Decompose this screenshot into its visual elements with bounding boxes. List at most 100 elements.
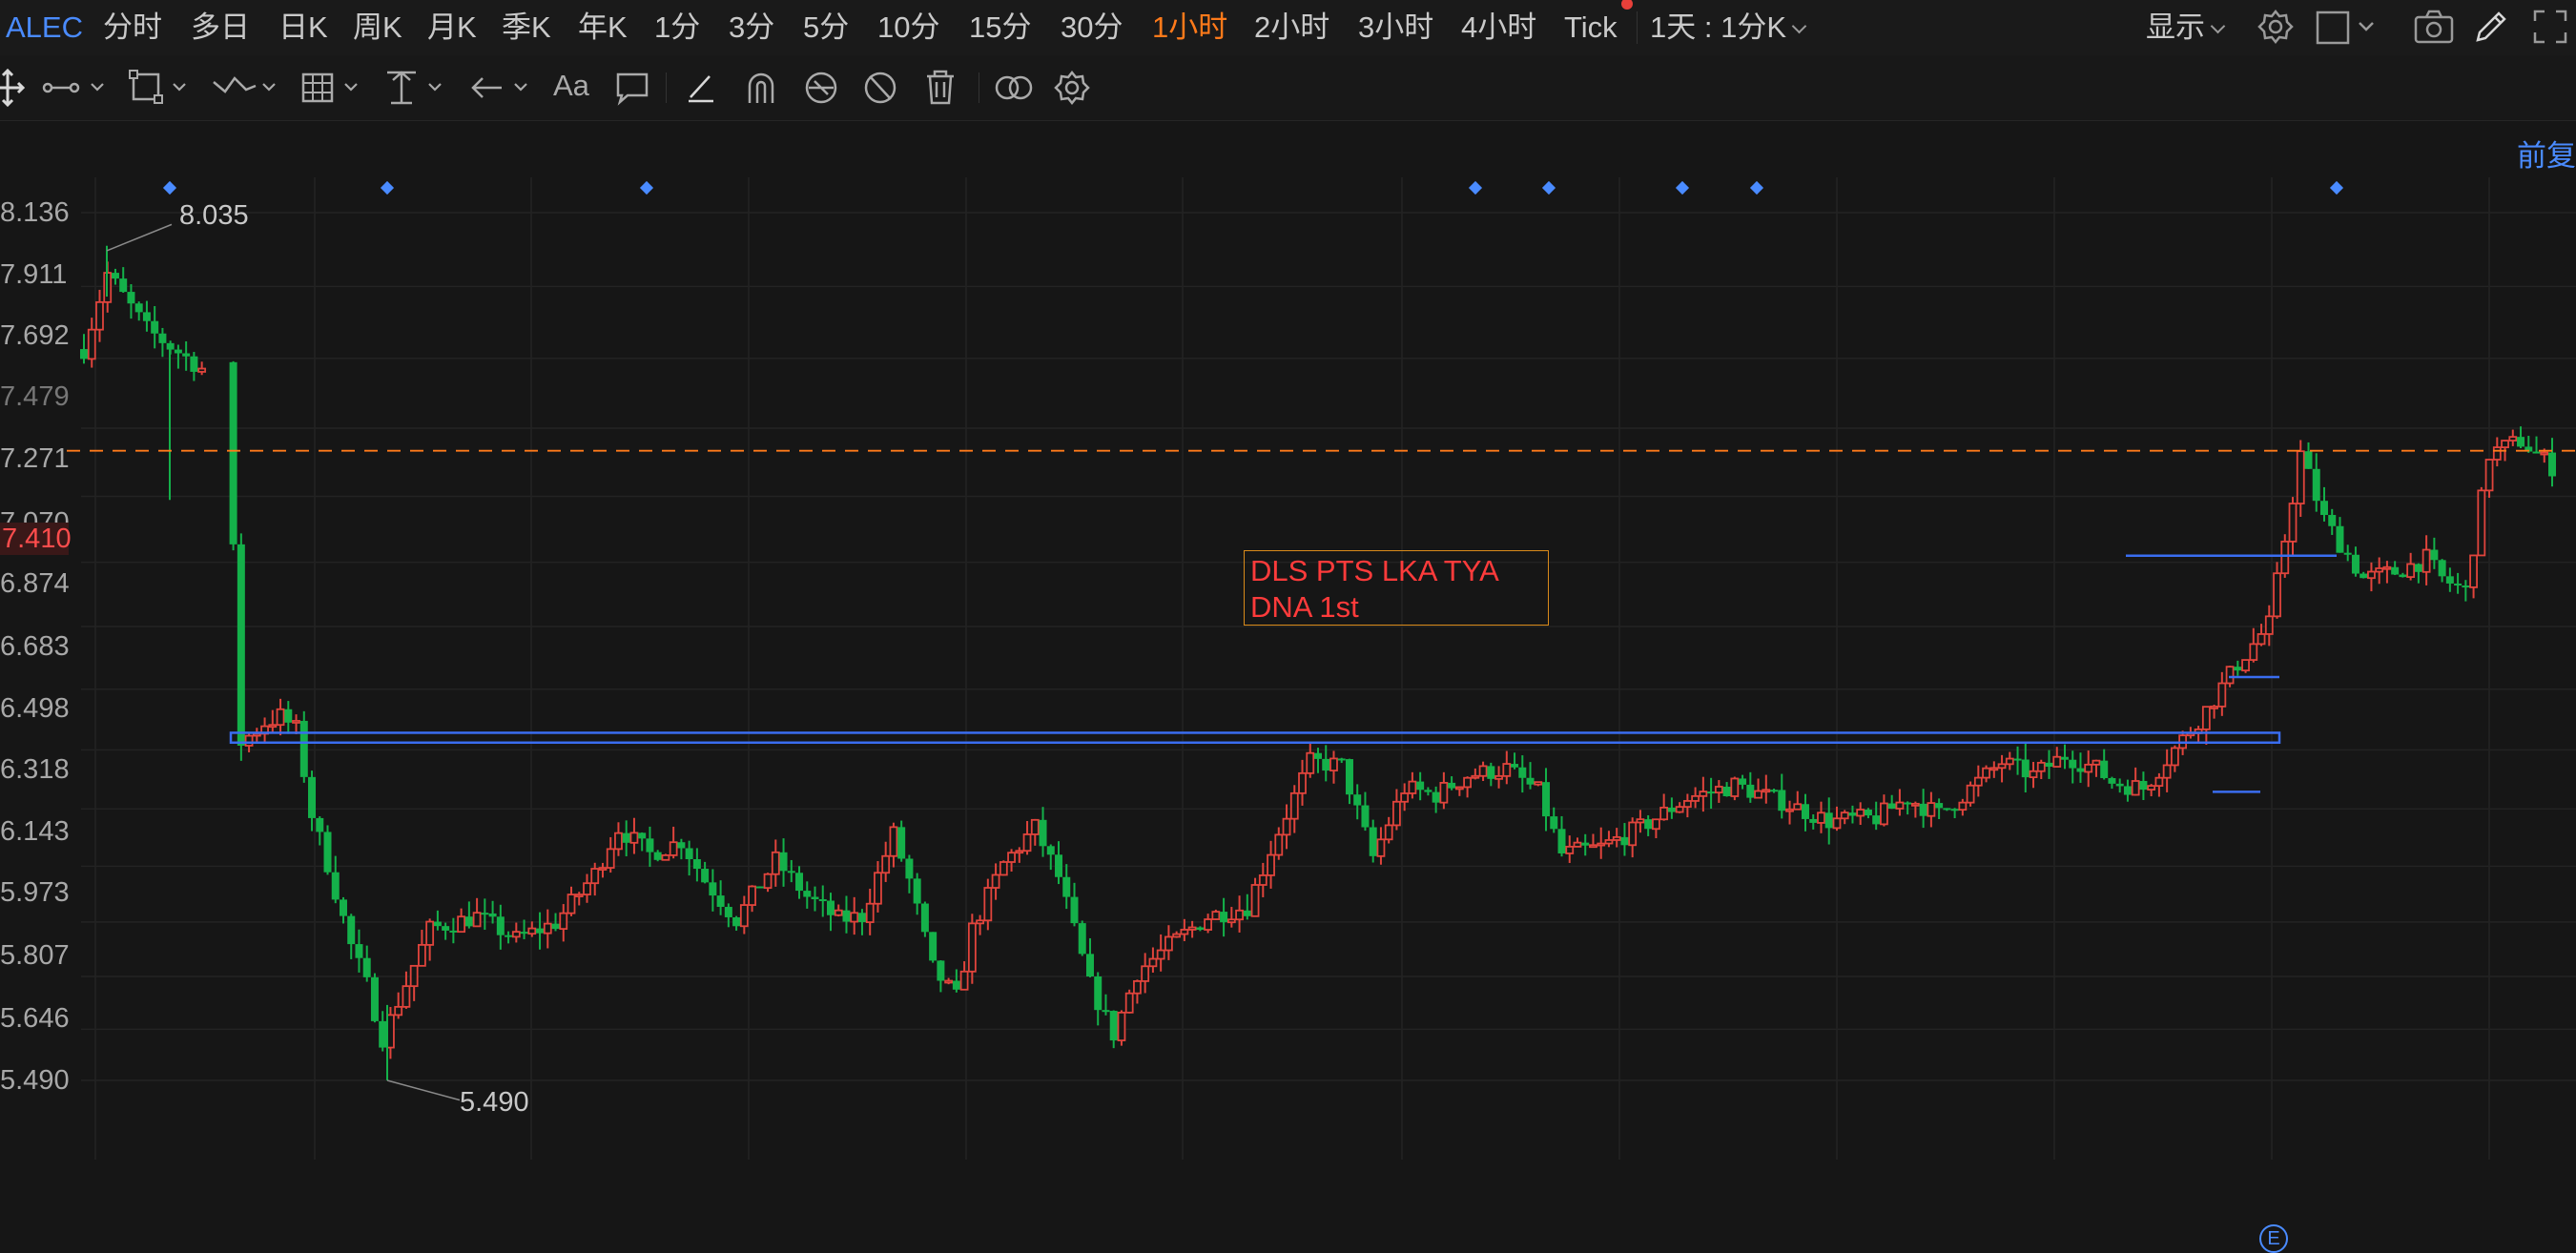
candle-body bbox=[2257, 633, 2266, 646]
chart-canvas[interactable] bbox=[0, 120, 2576, 1160]
tab-2hour[interactable]: 2小时 bbox=[1254, 10, 1330, 44]
candlestick-chart[interactable]: 前复 8.136 7.911 7.692 7.479 7.271 7.070 6… bbox=[0, 120, 2576, 1253]
tab-1hour[interactable]: 1小时 bbox=[1152, 10, 1228, 44]
candle-body bbox=[1612, 835, 1621, 841]
wave-tool-icon[interactable] bbox=[212, 67, 284, 109]
candle-body bbox=[1164, 935, 1173, 952]
candle-body bbox=[1675, 806, 1684, 813]
candle-body bbox=[763, 873, 773, 890]
candle-body bbox=[1124, 992, 1134, 1014]
candle-body bbox=[1289, 791, 1299, 820]
y-axis-label: 7.692 bbox=[0, 320, 70, 351]
candle-body bbox=[2492, 446, 2502, 461]
candle-body bbox=[142, 312, 151, 321]
tab-3min[interactable]: 3分 bbox=[729, 10, 775, 44]
lock-drawing-icon[interactable] bbox=[801, 67, 841, 109]
candle-body bbox=[1895, 801, 1905, 810]
chart-settings-icon[interactable] bbox=[2257, 8, 2295, 50]
symbol-label[interactable]: ALEC bbox=[6, 10, 83, 44]
candle-body bbox=[583, 882, 591, 895]
candle-body bbox=[1180, 929, 1189, 935]
candle-body bbox=[1156, 949, 1165, 960]
candle-body bbox=[2123, 786, 2132, 795]
tab-timeshare[interactable]: 分时 bbox=[103, 10, 162, 44]
move-icon[interactable] bbox=[0, 67, 27, 109]
event-badge[interactable]: E bbox=[2259, 1224, 2288, 1253]
tab-daily[interactable]: 日K bbox=[278, 10, 328, 44]
candle-body bbox=[1078, 923, 1086, 955]
candle-body bbox=[614, 832, 623, 851]
candle-body bbox=[2524, 446, 2533, 452]
y-axis-label: 5.807 bbox=[0, 940, 70, 971]
adjust-mode-button[interactable]: 前复 bbox=[2517, 139, 2576, 173]
candle-body bbox=[1102, 1010, 1110, 1013]
candle-body bbox=[1235, 909, 1244, 921]
fullscreen-icon[interactable] bbox=[2531, 8, 2569, 50]
candle-body bbox=[1667, 807, 1676, 812]
candle-body bbox=[1274, 833, 1284, 856]
text-tool-icon[interactable]: Aa bbox=[553, 69, 589, 102]
candle-body bbox=[937, 960, 945, 981]
candle-body bbox=[787, 871, 795, 873]
tab-1min[interactable]: 1分 bbox=[654, 10, 701, 44]
candle-body bbox=[1722, 786, 1731, 796]
layout-icon[interactable] bbox=[2316, 10, 2382, 51]
y-axis-label: 8.136 bbox=[0, 197, 70, 228]
tab-weekly[interactable]: 周K bbox=[353, 10, 402, 44]
candle-body bbox=[268, 724, 278, 729]
candle-body bbox=[237, 544, 245, 746]
line-tool-icon[interactable] bbox=[42, 67, 109, 109]
camera-icon[interactable] bbox=[2413, 8, 2455, 50]
candle-body bbox=[1306, 751, 1315, 774]
candle-body bbox=[190, 356, 198, 372]
shape-tool-icon[interactable] bbox=[128, 67, 195, 109]
grid-tool-icon[interactable] bbox=[299, 67, 366, 109]
trash-icon[interactable] bbox=[921, 67, 959, 109]
range-selector[interactable]: 1天 : 1分K bbox=[1650, 0, 1807, 55]
indicator-settings-icon[interactable] bbox=[1053, 67, 1091, 109]
candle-body bbox=[292, 720, 300, 724]
y-axis-label: 6.318 bbox=[0, 754, 70, 785]
candle-body bbox=[2319, 501, 2328, 516]
candle-body bbox=[244, 734, 254, 747]
divider bbox=[666, 72, 667, 103]
tab-4hour[interactable]: 4小时 bbox=[1461, 10, 1537, 44]
tab-15min[interactable]: 15分 bbox=[969, 10, 1032, 44]
tab-5min[interactable]: 5分 bbox=[803, 10, 850, 44]
magnet-icon[interactable] bbox=[742, 67, 780, 109]
event-marker bbox=[1541, 180, 1556, 195]
candle-body bbox=[2092, 759, 2101, 766]
tab-multi-day[interactable]: 多日 bbox=[191, 10, 250, 44]
tab-10min[interactable]: 10分 bbox=[877, 10, 940, 44]
pen-tool-icon[interactable] bbox=[683, 67, 721, 109]
tab-3hour[interactable]: 3小时 bbox=[1358, 10, 1434, 44]
candle-body bbox=[1785, 808, 1794, 812]
tab-monthly[interactable]: 月K bbox=[427, 10, 477, 44]
arrow-left-icon[interactable] bbox=[469, 67, 536, 109]
compare-icon[interactable] bbox=[992, 67, 1036, 109]
candle-body bbox=[701, 869, 710, 883]
display-menu[interactable]: 显示 bbox=[2146, 0, 2226, 55]
tab-quarterly[interactable]: 季K bbox=[502, 10, 551, 44]
candle-body bbox=[1478, 765, 1488, 777]
candle-body bbox=[2391, 566, 2400, 575]
tab-yearly[interactable]: 年K bbox=[578, 10, 628, 44]
chart-note[interactable]: DLS PTS LKA TYA DNA 1st bbox=[1244, 550, 1549, 626]
measure-tool-icon[interactable] bbox=[383, 67, 450, 109]
candle-body bbox=[1589, 844, 1597, 849]
candle-body bbox=[1817, 811, 1825, 824]
candle-body bbox=[2201, 706, 2211, 730]
low-annotation: 5.490 bbox=[460, 1087, 529, 1118]
pencil-icon[interactable] bbox=[2472, 8, 2510, 50]
candle-body bbox=[1030, 818, 1040, 835]
candle-body bbox=[2477, 489, 2486, 557]
tab-tick[interactable]: Tick bbox=[1564, 10, 1618, 44]
hide-drawing-icon[interactable] bbox=[860, 67, 900, 109]
candle-body bbox=[1133, 980, 1142, 995]
tab-30min[interactable]: 30分 bbox=[1061, 10, 1123, 44]
candle-body bbox=[2375, 567, 2384, 573]
candle-body bbox=[834, 909, 843, 916]
comment-icon[interactable] bbox=[614, 67, 652, 109]
candle-body bbox=[1950, 809, 1959, 811]
y-axis-label: 7.911 bbox=[0, 259, 68, 290]
